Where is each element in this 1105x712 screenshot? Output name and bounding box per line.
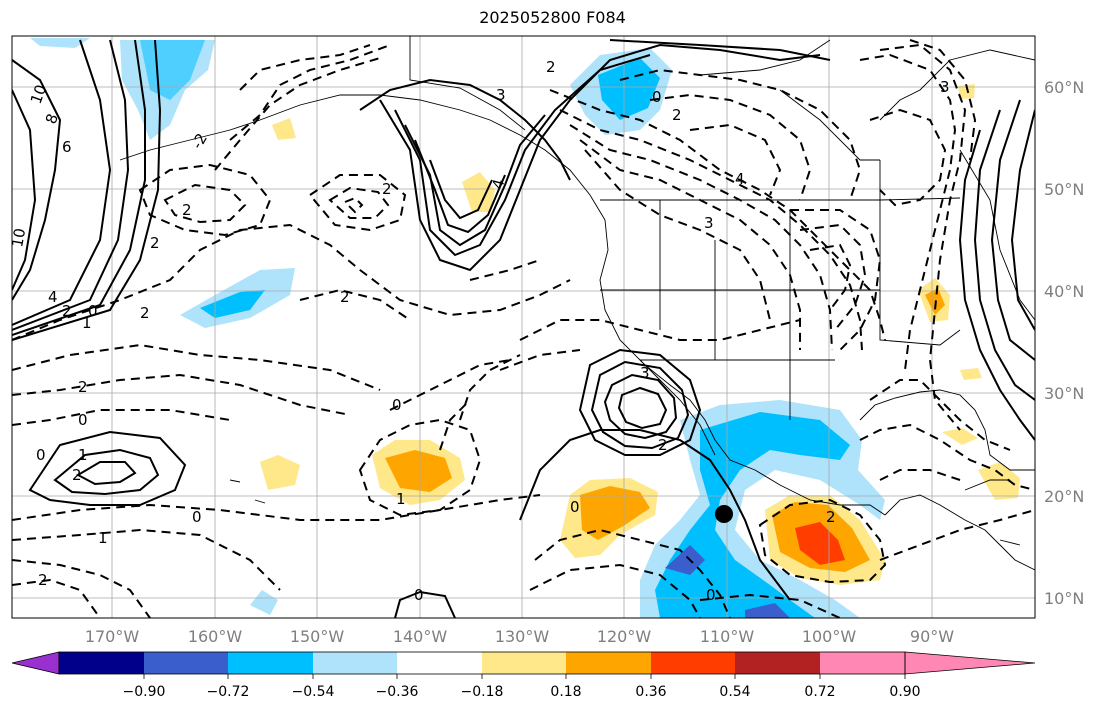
map-background	[12, 36, 1035, 618]
contour-label: 2	[72, 466, 82, 484]
lat-label: 10°N	[1044, 589, 1084, 608]
colorbar-tick: −0.54	[292, 684, 335, 700]
latitude-labels: 60°N 50°N 40°N 30°N 20°N 10°N	[1044, 78, 1084, 608]
colorbar: −0.90 −0.72 −0.54 −0.36 −0.18 0.18 0.36 …	[11, 651, 1036, 700]
contour-label: 2	[140, 304, 150, 322]
colorbar-segment	[397, 652, 482, 674]
contour-label: 2	[150, 234, 160, 252]
contour-label: 3	[940, 78, 950, 96]
colorbar-segment	[228, 652, 313, 674]
colorbar-max-arrow	[904, 651, 1036, 675]
lon-label: 100°W	[802, 627, 857, 646]
contour-label: 2	[672, 106, 682, 124]
contour-label: 3	[496, 86, 506, 104]
lon-label: 150°W	[290, 627, 345, 646]
contour-label: 2	[826, 508, 836, 526]
contour-label: 2	[62, 302, 72, 320]
contour-label: 2	[546, 58, 556, 76]
contour-labels: 10 8 6 10 4 2 0 2 2 1 2 0 2 0 1 2 0 1 2 …	[8, 58, 950, 604]
colorbar-tick: −0.72	[207, 684, 250, 700]
contour-label: 0	[652, 88, 662, 106]
colorbar-segment	[59, 652, 144, 674]
contour-label: 10	[27, 82, 50, 106]
contour-label: 2	[182, 201, 192, 219]
contour-label: 6	[62, 138, 72, 156]
colorbar-segment	[482, 652, 566, 674]
contour-label: 1	[98, 529, 108, 547]
dashed-contours	[12, 39, 1035, 618]
lon-label: 90°W	[910, 627, 954, 646]
lat-label: 60°N	[1044, 78, 1084, 97]
contour-label: 0	[36, 446, 46, 464]
contour-label: 0	[414, 586, 424, 604]
colorbar-min-arrow	[11, 651, 60, 675]
coastlines	[119, 36, 1035, 571]
colorbar-segment	[820, 652, 905, 674]
colorbar-segment	[735, 652, 820, 674]
colorbar-tick: 0.54	[719, 684, 750, 700]
contour-label: 1	[82, 314, 92, 332]
colorbar-tick: 0.90	[889, 684, 920, 700]
colorbar-segment	[313, 652, 397, 674]
lon-label: 130°W	[495, 627, 550, 646]
contour-label: 2	[78, 378, 88, 396]
colorbar-tick: −0.36	[376, 684, 419, 700]
lat-label: 50°N	[1044, 180, 1084, 199]
lat-label: 40°N	[1044, 282, 1084, 301]
colorbar-tick: 0.72	[804, 684, 835, 700]
contour-label: 0	[192, 508, 202, 526]
solid-contours	[12, 39, 1035, 618]
contour-label: 0	[88, 302, 98, 320]
contour-label: 3	[704, 214, 714, 232]
anomaly-shading	[30, 38, 1020, 618]
colorbar-tick: 0.18	[550, 684, 581, 700]
contour-label: 4	[488, 177, 508, 191]
lon-label: 160°W	[188, 627, 243, 646]
contour-label: 2	[340, 288, 350, 306]
contour-label: 2	[658, 436, 668, 454]
colorbar-segment	[144, 652, 228, 674]
colorbar-tick: −0.18	[461, 684, 504, 700]
contour-label: 2	[382, 180, 392, 198]
contour-label: 4	[48, 288, 58, 306]
contour-label: 2	[38, 571, 48, 589]
lat-label: 30°N	[1044, 384, 1084, 403]
contour-label: 0	[392, 396, 402, 414]
colorbar-tick: −0.90	[123, 684, 166, 700]
contour-label: 3	[640, 364, 650, 382]
contour-label: 1	[78, 446, 88, 464]
lon-label: 170°W	[85, 627, 140, 646]
longitude-labels: 170°W 160°W 150°W 140°W 130°W 120°W 110°…	[85, 627, 954, 646]
contour-label: 10	[8, 227, 29, 249]
lon-label: 120°W	[597, 627, 652, 646]
colorbar-segment	[651, 652, 735, 674]
colorbar-segment	[566, 652, 651, 674]
contour-label: 0	[78, 411, 88, 429]
contour-label: 1	[396, 490, 406, 508]
contour-label: 4	[735, 170, 745, 188]
location-marker	[715, 505, 733, 523]
lon-label: 140°W	[393, 627, 448, 646]
lon-label: 110°W	[700, 627, 755, 646]
lat-label: 20°N	[1044, 487, 1084, 506]
colorbar-tick: 0.36	[635, 684, 666, 700]
contour-label: 0	[706, 586, 716, 604]
contour-label: 0	[570, 498, 580, 516]
map-frame	[11, 35, 1036, 619]
map-title: 2025052800 F084	[479, 8, 626, 27]
